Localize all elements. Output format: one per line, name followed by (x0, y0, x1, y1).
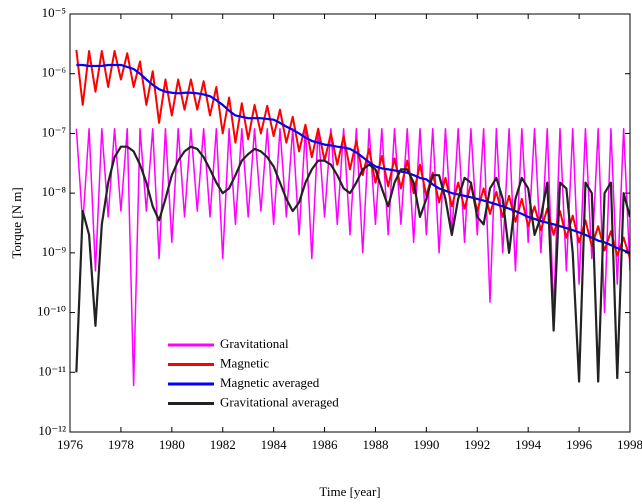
y-tick-label: 10⁻⁸ (42, 184, 67, 199)
x-tick-label: 1988 (362, 437, 388, 452)
x-tick-label: 1982 (210, 437, 236, 452)
y-axis-label: Torque [N m] (9, 187, 24, 258)
x-tick-label: 1994 (515, 437, 542, 452)
x-tick-label: 1984 (261, 437, 288, 452)
x-tick-label: 1992 (464, 437, 490, 452)
x-axis-label: Time [year] (319, 484, 380, 499)
y-tick-label: 10⁻⁷ (42, 124, 66, 139)
y-tick-label: 10⁻¹² (38, 423, 66, 438)
x-tick-label: 1976 (57, 437, 84, 452)
y-tick-label: 10⁻¹⁰ (37, 304, 66, 319)
legend-label: Magnetic averaged (220, 375, 320, 390)
series-line (76, 63, 630, 254)
x-tick-label: 1990 (413, 437, 439, 452)
x-tick-label: 1986 (312, 437, 339, 452)
series-line (75, 49, 630, 259)
series-line (75, 145, 630, 383)
x-tick-label: 1980 (159, 437, 185, 452)
x-tick-label: 1978 (108, 437, 134, 452)
plot-frame (69, 13, 631, 433)
x-tick-label: 1996 (566, 437, 593, 452)
legend-label: Magnetic (220, 355, 269, 370)
y-tick-label: 10⁻⁵ (42, 5, 66, 20)
legend-label: Gravitational (220, 336, 289, 351)
legend-label: Gravitational averaged (220, 394, 339, 409)
x-tick-label: 1998 (617, 437, 642, 452)
y-tick-label: 10⁻⁶ (42, 65, 66, 80)
y-tick-label: 10⁻¹¹ (38, 363, 66, 378)
y-tick-label: 10⁻⁹ (42, 244, 67, 259)
